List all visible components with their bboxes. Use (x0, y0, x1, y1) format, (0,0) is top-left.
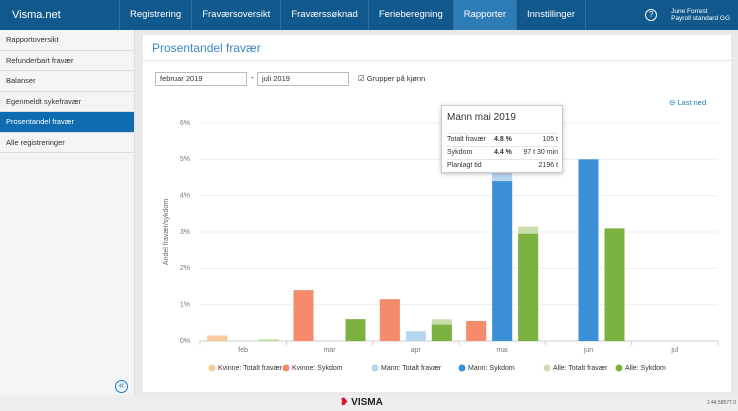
tooltip-row: Totalt fravær 4.8 % 105 t (447, 133, 558, 145)
legend-label: Alle: Totalt fravær (553, 365, 608, 372)
y-tick-label: 1% (180, 302, 190, 309)
side-item[interactable]: Egenmeldt sykefravær (0, 92, 134, 112)
x-tick-label: jun (583, 347, 593, 354)
bar (578, 159, 599, 341)
legend-swatch (543, 364, 551, 372)
side-item[interactable]: Refunderbart fravær (0, 51, 134, 71)
download[interactable]: ⊖ Last ned (669, 98, 707, 107)
legend-swatch (282, 364, 290, 372)
nav-item[interactable]: Registrering (120, 0, 193, 30)
side-item[interactable]: Alle registreringer (0, 133, 134, 153)
legend-label: Kvinne: Totalt fravær (218, 365, 283, 372)
legend-swatch (458, 364, 466, 372)
x-tick-label: mar (323, 347, 336, 354)
y-tick-label: 0% (180, 338, 190, 345)
version: 1.44.58577.0 (706, 400, 736, 406)
y-tick-label: 3% (180, 229, 190, 236)
tooltip-cell: 2196 t (538, 162, 558, 169)
legend-label: Alle: Sykdom (625, 365, 666, 372)
tooltip-cell: 97 t 30 min (523, 149, 558, 156)
y-tick-label: 5% (180, 156, 190, 163)
nav-item[interactable]: Innstillinger (517, 0, 587, 30)
user-name: June Forrest (671, 8, 708, 15)
legend-swatch (615, 364, 623, 372)
group-label: Grupper på kjønn (366, 74, 426, 83)
footer: ❥ VISMA 1.44.58577.0 (0, 395, 738, 411)
tooltip-row: Planlagt tid 2196 t (447, 159, 558, 171)
page-title: Prosentandel fravær (152, 41, 261, 55)
x-tick-label: mai (497, 347, 509, 354)
x-tick-label: feb (238, 347, 248, 354)
bar (293, 290, 314, 341)
bar (405, 331, 426, 341)
tooltip-cell: 4.8 % (494, 136, 512, 143)
date-to[interactable]: juli 2019 (257, 72, 349, 86)
divider (143, 60, 731, 61)
legend-swatch (371, 364, 379, 372)
user-role: Payroll standard GG (671, 15, 730, 22)
logo-text: VISMA (351, 397, 383, 408)
y-tick-label: 6% (180, 120, 190, 127)
nav-item[interactable]: Rapporter (453, 0, 517, 30)
side-item[interactable]: Prosentandel fravær (0, 112, 134, 133)
legend-label: Mann: Totalt fravær (381, 365, 442, 372)
tooltip-cell: 105 t (542, 136, 558, 143)
x-tick-label: jul (670, 347, 678, 354)
tooltip-cell: Totalt fravær (447, 136, 486, 143)
bar (379, 299, 400, 341)
bar (345, 319, 366, 341)
legend-label: Kvinne: Sykdom (292, 365, 343, 372)
separator: - (251, 73, 254, 82)
tooltip-cell: Sykdom (447, 149, 473, 156)
nav-item[interactable]: Fraværsoversikt (192, 0, 282, 30)
bar (466, 321, 487, 341)
date-from[interactable]: februar 2019 (155, 72, 247, 86)
nav-item[interactable]: Fraværssøknad (281, 0, 369, 30)
user[interactable]: June Forrest Payroll standard GG (671, 8, 730, 22)
download-label: Last ned (677, 98, 707, 107)
tooltip-title: Mann mai 2019 (447, 112, 516, 123)
side-item[interactable]: Rapportoversikt (0, 30, 134, 51)
group-checkbox[interactable]: ☑ Grupper på kjønn (358, 74, 426, 83)
bar (492, 181, 513, 341)
bar (518, 233, 539, 341)
legend-label: Mann: Sykdom (468, 365, 515, 372)
y-axis-label: Andel fravær/sykdom (163, 199, 170, 265)
sidebar: Rapportoversikt Refunderbart fravær Bala… (0, 30, 135, 395)
tooltip-row: Sykdom 4.4 % 97 t 30 min (447, 146, 558, 158)
x-tick-label: apr (411, 347, 422, 354)
bar (207, 335, 228, 341)
chart: Andel fravær/sykdom 0% 1% 2% 3% 4% 5% 6% feb mar… (163, 120, 719, 372)
y-tick-label: 2% (180, 265, 190, 272)
y-tick-label: 4% (180, 193, 190, 200)
bar (431, 324, 452, 341)
help[interactable]: ? (645, 9, 658, 21)
legend-swatch (208, 364, 216, 372)
tooltip-cell: Planlagt tid (447, 162, 482, 169)
side-item[interactable]: Balanser (0, 71, 134, 92)
nav-item[interactable]: Ferieberegning (369, 0, 454, 30)
bar (604, 228, 625, 341)
tooltip: Mann mai 2019 Totalt fravær 4.8 % 105 t Syk… (441, 105, 563, 173)
logo: ❥ VISMA (340, 397, 383, 408)
collapse[interactable]: « (115, 380, 128, 393)
bar (259, 339, 280, 341)
tooltip-cell: 4.4 % (494, 149, 512, 156)
